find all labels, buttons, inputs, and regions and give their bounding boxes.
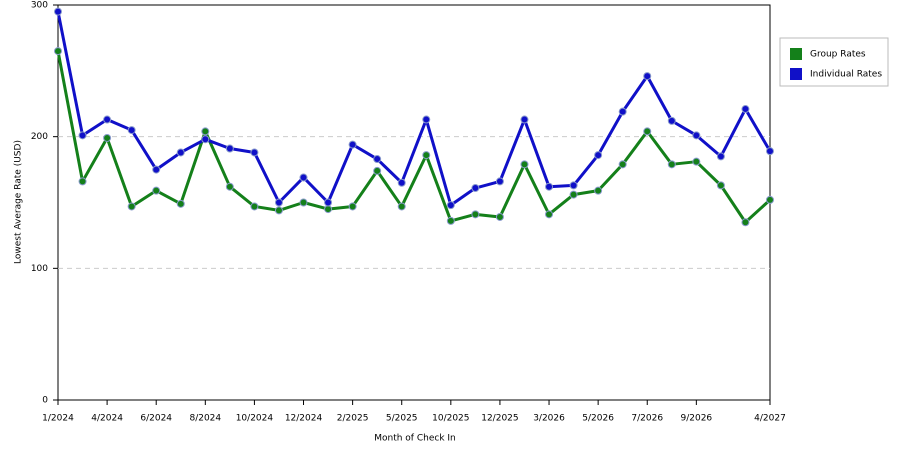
x-tick-label: 1/2024	[42, 414, 74, 424]
data-point	[471, 184, 480, 193]
data-point	[373, 166, 382, 175]
x-tick-label: 9/2026	[681, 414, 713, 424]
x-tick-label: 3/2026	[533, 414, 565, 424]
y-axis-label: Lowest Average Rate (USD)	[14, 140, 24, 264]
data-point	[741, 218, 750, 227]
data-point	[643, 72, 652, 81]
plot-frame	[57, 4, 771, 401]
data-point	[324, 198, 333, 207]
data-point	[324, 205, 333, 214]
data-point	[127, 126, 136, 135]
x-tick-label: 5/2026	[582, 414, 614, 424]
data-point	[520, 160, 529, 169]
data-point	[643, 127, 652, 136]
data-point	[766, 195, 774, 204]
x-tick-label: 4/2024	[91, 414, 123, 424]
data-point	[373, 155, 382, 164]
data-point	[176, 199, 185, 208]
x-axis-label: Month of Check In	[374, 434, 456, 444]
data-point	[667, 160, 676, 169]
data-point	[103, 133, 112, 142]
data-point	[103, 115, 112, 124]
data-point	[152, 186, 161, 195]
data-point	[716, 152, 725, 161]
data-point	[594, 151, 603, 160]
data-point	[618, 160, 627, 169]
data-point	[446, 216, 455, 225]
series-line	[56, 50, 772, 224]
data-point	[692, 131, 701, 140]
data-point	[225, 144, 234, 153]
legend-label: Group Rates	[810, 50, 866, 60]
data-point	[766, 147, 774, 156]
data-point	[495, 177, 504, 186]
series-line	[56, 11, 772, 207]
data-point	[299, 173, 308, 182]
data-point	[446, 201, 455, 210]
data-point	[495, 212, 504, 221]
y-tick-label: 200	[31, 132, 48, 142]
x-tick-label: 8/2024	[189, 414, 221, 424]
data-point	[422, 151, 431, 160]
data-point	[250, 148, 259, 157]
data-point	[667, 116, 676, 125]
data-point	[299, 198, 308, 207]
data-point	[127, 202, 136, 211]
data-point	[594, 186, 603, 195]
legend-swatch	[790, 48, 802, 60]
data-point	[348, 140, 357, 149]
legend-swatch	[790, 68, 802, 80]
x-tick-label: 4/2027	[754, 414, 786, 424]
data-point	[569, 181, 578, 190]
data-point	[397, 178, 406, 187]
data-point	[78, 177, 87, 186]
data-point	[201, 127, 210, 136]
y-tick-label: 0	[42, 396, 48, 406]
data-point	[54, 47, 62, 56]
legend-label: Individual Rates	[810, 70, 882, 80]
data-point	[716, 181, 725, 190]
data-point	[78, 131, 87, 140]
data-point	[520, 115, 529, 124]
data-point	[225, 182, 234, 191]
data-point	[274, 198, 283, 207]
data-point	[618, 107, 627, 116]
y-tick-label: 300	[31, 1, 48, 11]
data-point	[176, 148, 185, 157]
x-tick-label: 10/2024	[236, 414, 274, 424]
x-tick-label: 12/2024	[285, 414, 323, 424]
x-tick-label: 6/2024	[140, 414, 172, 424]
data-point	[397, 202, 406, 211]
data-point	[471, 210, 480, 219]
x-tick-label: 5/2025	[386, 414, 418, 424]
data-point	[692, 157, 701, 166]
data-point	[545, 182, 554, 191]
x-tick-label: 10/2025	[432, 414, 469, 424]
data-point	[741, 105, 750, 114]
x-tick-label: 2/2025	[337, 414, 369, 424]
x-tick-label: 7/2026	[631, 414, 663, 424]
data-point	[54, 7, 62, 16]
data-point	[201, 135, 210, 144]
data-point	[545, 210, 554, 219]
data-point	[569, 190, 578, 199]
y-tick-label: 100	[31, 264, 48, 274]
data-point	[152, 165, 161, 174]
x-tick-label: 12/2025	[481, 414, 518, 424]
data-point	[422, 115, 431, 124]
data-point	[348, 202, 357, 211]
data-point	[250, 202, 259, 211]
data-point	[274, 206, 283, 215]
